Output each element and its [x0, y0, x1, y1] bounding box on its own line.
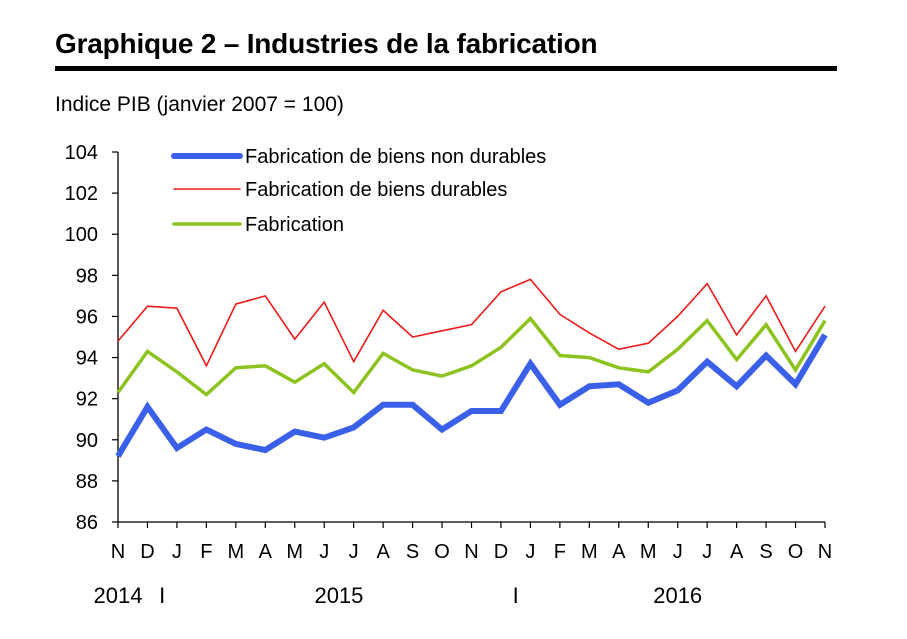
- y-tick-label: 86: [76, 512, 98, 534]
- series-line-1: [117, 278, 826, 368]
- x-tick-label: A: [612, 541, 626, 563]
- x-tick-label: M: [640, 541, 657, 563]
- y-tick-label: 94: [76, 348, 98, 370]
- x-tick-label: N: [818, 541, 832, 563]
- chart-subtitle: Indice PIB (janvier 2007 = 100): [55, 93, 344, 116]
- x-tick-label: A: [376, 541, 390, 563]
- year-label: 2016: [653, 583, 702, 608]
- series-line-0: [115, 333, 828, 458]
- x-tick-label: D: [494, 541, 508, 563]
- legend-label: Fabrication de biens non durables: [245, 146, 546, 168]
- x-tick-label: F: [200, 541, 212, 563]
- x-tick-label: M: [286, 541, 303, 563]
- year-label: 2014: [94, 583, 143, 608]
- x-tick-label: D: [140, 541, 154, 563]
- y-tick-label: 104: [65, 142, 98, 164]
- x-tick-label: J: [525, 541, 535, 563]
- x-tick-label: A: [259, 541, 273, 563]
- series-line-2: [116, 315, 827, 397]
- x-tick-label: J: [673, 541, 683, 563]
- legend-label: Fabrication de biens durables: [245, 179, 507, 201]
- y-tick-label: 88: [76, 471, 98, 493]
- year-separator: I: [159, 583, 165, 608]
- x-tick-label: N: [111, 541, 125, 563]
- x-tick-label: J: [702, 541, 712, 563]
- title-rule: [55, 66, 837, 71]
- series-lines: [115, 278, 828, 458]
- x-tick-label: S: [759, 541, 772, 563]
- y-tick-label: 92: [76, 389, 98, 411]
- y-tick-label: 96: [76, 306, 98, 328]
- x-tick-label: J: [172, 541, 182, 563]
- x-tick-label: A: [730, 541, 744, 563]
- x-tick-label: M: [227, 541, 244, 563]
- y-tick-label: 98: [76, 265, 98, 287]
- legend: Fabrication de biens non durables Fabrica…: [171, 146, 546, 236]
- x-tick-label: F: [554, 541, 566, 563]
- page-title: Graphique 2 – Industries de la fabricati…: [55, 28, 598, 59]
- x-tick-label: S: [406, 541, 419, 563]
- x-tick-label: J: [319, 541, 329, 563]
- legend-label: Fabrication: [245, 214, 344, 236]
- x-tick-label: N: [464, 541, 478, 563]
- y-tick-label: 100: [65, 224, 98, 246]
- y-tick-label: 90: [76, 430, 98, 452]
- x-tick-label: M: [581, 541, 598, 563]
- x-tick-label: J: [349, 541, 359, 563]
- year-separator: I: [513, 583, 519, 608]
- year-label: 2015: [314, 583, 363, 608]
- x-tick-label: O: [434, 541, 450, 563]
- y-tick-label: 102: [65, 183, 98, 205]
- x-tick-label: O: [788, 541, 804, 563]
